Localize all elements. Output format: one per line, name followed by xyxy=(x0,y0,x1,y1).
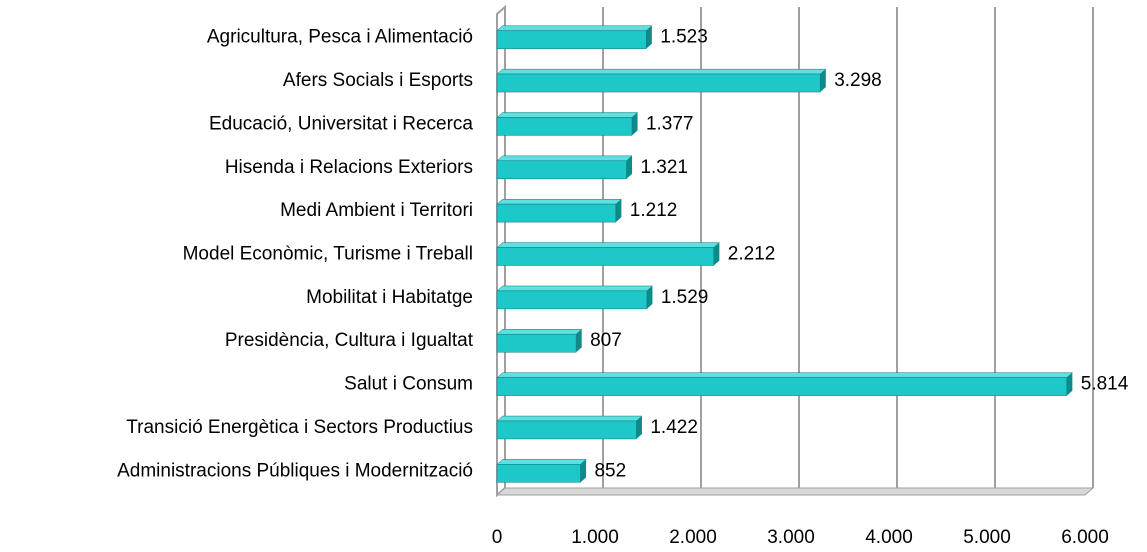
bar-side xyxy=(580,459,587,483)
value-label: 2.212 xyxy=(728,244,776,265)
bar-top xyxy=(496,25,653,31)
x-tick-label: 2.000 xyxy=(669,527,717,548)
bar-side xyxy=(820,69,826,93)
bar-side xyxy=(631,112,638,136)
bar-side xyxy=(713,242,720,266)
y-tick-label: Salut i Consum xyxy=(344,374,473,395)
y-tick-label: Model Econòmic, Turisme i Treball xyxy=(183,244,473,265)
y-tick-label: Afers Socials i Esports xyxy=(283,70,473,91)
value-label: 1.377 xyxy=(646,113,694,134)
bar xyxy=(496,290,648,310)
bar xyxy=(496,160,627,180)
x-tick-label: 5.000 xyxy=(963,527,1011,548)
y-tick-label: Medi Ambient i Territori xyxy=(280,200,473,221)
y-tick-label: Mobilitat i Habitatge xyxy=(306,287,473,308)
value-label: 1.523 xyxy=(660,27,708,48)
y-tick-label: Transició Energètica i Sectors Productiu… xyxy=(126,417,473,438)
bar xyxy=(496,377,1068,396)
y-tick-label: Hisenda i Relacions Exteriors xyxy=(225,157,473,178)
x-tick-label: 6.000 xyxy=(1061,527,1109,548)
bar-side xyxy=(646,285,653,309)
bar xyxy=(496,333,577,353)
bar-top xyxy=(496,155,633,162)
bar-top xyxy=(496,415,643,422)
bar-top xyxy=(496,459,587,465)
floor xyxy=(495,487,1095,496)
bar-side xyxy=(615,199,622,223)
bar-top xyxy=(496,329,583,335)
y-tick-label: Educació, Universitat i Recerca xyxy=(209,113,473,134)
bar-top xyxy=(496,285,654,292)
bar-side xyxy=(646,25,652,49)
value-label: 1.422 xyxy=(650,417,698,438)
bar-top xyxy=(496,112,639,118)
bar-side xyxy=(1066,372,1073,396)
bar-side xyxy=(636,416,642,439)
bar xyxy=(496,420,637,440)
bar xyxy=(496,247,715,266)
bar-top xyxy=(496,242,721,248)
bar-side xyxy=(576,329,582,353)
value-label: 5.814 xyxy=(1081,374,1129,395)
bar-top xyxy=(496,198,623,205)
bar xyxy=(496,464,581,483)
x-tick-label: 4.000 xyxy=(865,527,913,548)
bar-top xyxy=(496,68,827,75)
value-label: 852 xyxy=(594,460,626,481)
bar xyxy=(496,203,617,223)
value-label: 807 xyxy=(590,330,622,351)
bar-side xyxy=(626,155,633,179)
x-tick-label: 1.000 xyxy=(571,527,619,548)
value-label: 1.321 xyxy=(640,157,688,178)
bar xyxy=(496,73,821,93)
bar xyxy=(496,30,647,49)
bar-top xyxy=(496,372,1074,378)
y-tick-label: Agricultura, Pesca i Alimentació xyxy=(207,27,473,48)
y-tick-label: Administracions Públiques i Modernitzaci… xyxy=(117,460,473,481)
x-tick-label: 0 xyxy=(492,527,503,548)
y-tick-label: Presidència, Cultura i Igualtat xyxy=(225,330,474,351)
value-label: 3.298 xyxy=(834,70,882,91)
x-tick-label: 3.000 xyxy=(767,527,815,548)
value-label: 1.212 xyxy=(630,200,678,221)
value-label: 1.529 xyxy=(661,287,709,308)
bar xyxy=(496,117,633,136)
